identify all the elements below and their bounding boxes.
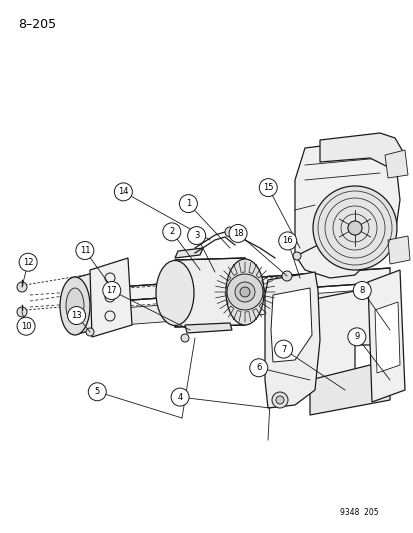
- Text: 7: 7: [280, 345, 285, 353]
- Circle shape: [224, 227, 235, 237]
- Circle shape: [17, 282, 27, 292]
- Polygon shape: [175, 258, 244, 327]
- Polygon shape: [384, 150, 407, 178]
- Circle shape: [76, 241, 94, 260]
- Text: 10: 10: [21, 322, 31, 330]
- Ellipse shape: [66, 288, 84, 324]
- Circle shape: [102, 281, 121, 300]
- Circle shape: [228, 224, 247, 243]
- Circle shape: [275, 396, 283, 404]
- Circle shape: [240, 287, 249, 297]
- Text: 6: 6: [256, 364, 261, 372]
- Circle shape: [352, 281, 370, 300]
- Circle shape: [347, 221, 361, 235]
- Text: 3: 3: [194, 231, 199, 240]
- Polygon shape: [309, 284, 389, 380]
- Polygon shape: [271, 288, 311, 362]
- Text: 8: 8: [359, 286, 364, 295]
- Circle shape: [180, 334, 189, 342]
- Circle shape: [17, 317, 35, 335]
- Text: 9348  205: 9348 205: [339, 508, 378, 517]
- Circle shape: [162, 223, 180, 241]
- Text: 4: 4: [177, 393, 182, 401]
- Circle shape: [19, 253, 37, 271]
- Circle shape: [259, 179, 277, 197]
- Polygon shape: [75, 268, 389, 304]
- Circle shape: [226, 274, 262, 310]
- Circle shape: [67, 306, 85, 325]
- Circle shape: [187, 227, 205, 245]
- Text: 15: 15: [262, 183, 273, 192]
- Circle shape: [114, 183, 132, 201]
- Circle shape: [278, 232, 296, 250]
- Text: 13: 13: [71, 311, 82, 320]
- Polygon shape: [185, 323, 231, 333]
- Circle shape: [17, 307, 27, 317]
- Text: 18: 18: [232, 229, 243, 238]
- Circle shape: [312, 186, 396, 270]
- Text: 14: 14: [118, 188, 128, 196]
- Polygon shape: [294, 140, 399, 278]
- Polygon shape: [264, 272, 319, 408]
- Ellipse shape: [156, 261, 194, 326]
- Circle shape: [347, 328, 365, 346]
- Text: 5: 5: [95, 387, 100, 396]
- Polygon shape: [175, 248, 202, 258]
- Polygon shape: [309, 360, 389, 415]
- Text: 12: 12: [23, 258, 33, 266]
- Polygon shape: [90, 258, 132, 337]
- Circle shape: [271, 392, 287, 408]
- Polygon shape: [319, 133, 404, 170]
- Text: 11: 11: [79, 246, 90, 255]
- Ellipse shape: [225, 259, 263, 325]
- Text: 1: 1: [185, 199, 190, 208]
- Text: 2: 2: [169, 228, 174, 236]
- Text: 17: 17: [106, 286, 117, 295]
- Polygon shape: [95, 288, 389, 327]
- Circle shape: [274, 340, 292, 358]
- Polygon shape: [75, 264, 128, 334]
- Circle shape: [292, 252, 300, 260]
- Text: 9: 9: [354, 333, 358, 341]
- Circle shape: [86, 328, 94, 336]
- Polygon shape: [367, 270, 404, 402]
- Polygon shape: [374, 302, 399, 373]
- Text: 16: 16: [282, 237, 292, 245]
- Circle shape: [281, 271, 291, 281]
- Polygon shape: [387, 236, 409, 264]
- Circle shape: [235, 282, 254, 302]
- Ellipse shape: [60, 277, 90, 335]
- Circle shape: [88, 383, 106, 401]
- Circle shape: [249, 359, 267, 377]
- Text: 8–205: 8–205: [18, 18, 56, 31]
- Circle shape: [179, 195, 197, 213]
- Circle shape: [171, 388, 189, 406]
